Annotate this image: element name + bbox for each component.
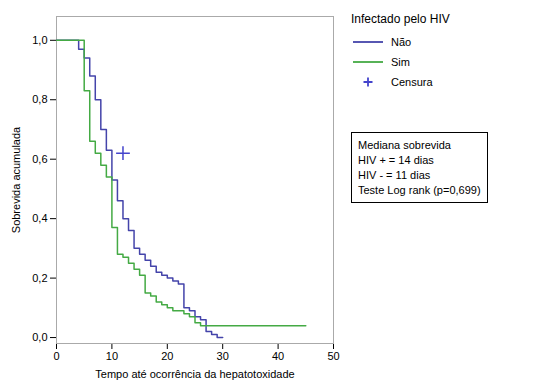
svg-text:20: 20 [161, 350, 173, 362]
html-text:Infectado pelo HIV: Infectado pelo HIV [351, 12, 450, 26]
svg-text:10: 10 [106, 350, 118, 362]
svg-text:50: 50 [327, 350, 339, 362]
svg-text:0,8: 0,8 [32, 93, 47, 105]
svg-text:0,2: 0,2 [32, 272, 47, 284]
html-text:Não: Não [391, 36, 412, 48]
svg-text:0: 0 [53, 350, 59, 362]
svg-text:0,6: 0,6 [32, 153, 47, 165]
svg-text:40: 40 [272, 350, 284, 362]
html-text:Mediana sobrevida HIV + = 14 d: Mediana sobrevida HIV + = 14 dias HIV - … [358, 139, 481, 196]
html-text:Censura: Censura [391, 76, 433, 88]
svg-text:0,4: 0,4 [32, 212, 47, 224]
svg-text:Sobrevida acumulada: Sobrevida acumulada [10, 126, 22, 233]
svg-text:Tempo até ocorrência da hepato: Tempo até ocorrência da hepatotoxidade [95, 368, 294, 380]
svg-text:1,0: 1,0 [32, 34, 47, 46]
svg-text:0,0: 0,0 [32, 331, 47, 343]
svg-text:30: 30 [217, 350, 229, 362]
html-text:Sim: Sim [391, 56, 410, 68]
